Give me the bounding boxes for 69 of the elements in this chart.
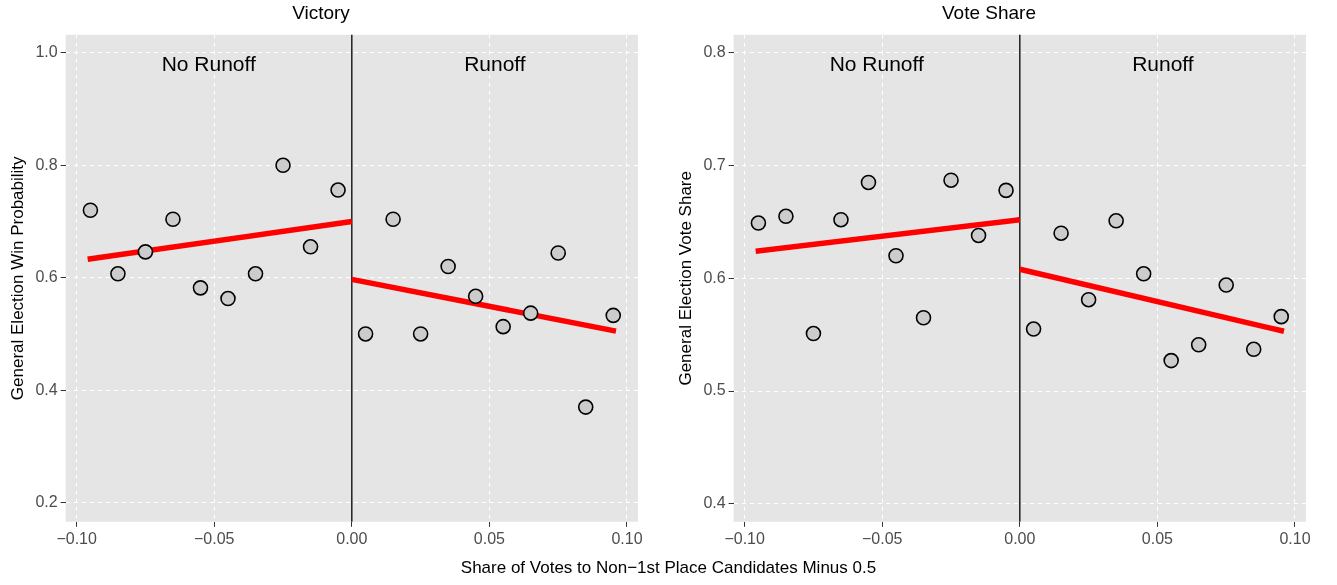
point [1190, 337, 1207, 353]
chart-title: Victory [292, 1, 351, 23]
x-axis-title: Share of Votes to Non−1st Place Candidates Minus 0.5 [459, 558, 878, 578]
point [302, 239, 319, 255]
point [385, 211, 401, 228]
point [357, 326, 374, 342]
point [192, 280, 209, 296]
point [970, 227, 987, 244]
point [550, 245, 566, 261]
point [1218, 277, 1234, 293]
point [778, 208, 794, 225]
x-tick-label: 0.10 [1279, 529, 1311, 547]
point [1108, 213, 1124, 229]
point [1245, 341, 1262, 358]
point [247, 266, 264, 282]
x-tick-label: 0.05 [473, 529, 506, 547]
y-tick-label: 0.6 [703, 268, 726, 286]
point [1135, 265, 1152, 282]
y-axis-title: General Election Vote Share [675, 171, 695, 386]
point [522, 305, 539, 321]
point [440, 258, 456, 275]
point [1025, 321, 1042, 337]
point [495, 318, 511, 335]
annotation: Runoff [1132, 51, 1194, 75]
point [165, 211, 181, 228]
y-tick-label: 0.7 [703, 155, 726, 173]
chart-title: Vote Share [941, 1, 1037, 23]
y-tick-label: 1.0 [35, 43, 58, 61]
point [860, 174, 877, 191]
y-tick-label: 0.4 [703, 494, 726, 512]
annotation: Runoff [464, 51, 526, 75]
point [1273, 308, 1290, 325]
y-tick-label: 0.6 [35, 268, 58, 286]
point [1053, 225, 1069, 242]
point [330, 182, 346, 198]
y-axis-title: General Election Win Probability [7, 155, 27, 401]
x-tick-label: −0.10 [56, 529, 97, 547]
point [577, 399, 594, 415]
y-tick-label: 0.4 [35, 380, 58, 398]
x-tick-label: 0.00 [1004, 529, 1036, 547]
point [998, 182, 1014, 199]
x-tick-label: 0.00 [336, 529, 368, 547]
point [833, 211, 849, 228]
y-tick-label: 0.8 [703, 43, 726, 61]
point [915, 309, 932, 326]
y-tick-label: 0.2 [35, 493, 58, 511]
y-tick-label: 0.5 [703, 381, 726, 399]
point [805, 325, 822, 342]
annotation: No Runoff [161, 51, 256, 75]
point [82, 202, 99, 219]
point [605, 307, 622, 324]
point [220, 290, 236, 307]
y-tick-label: 0.8 [35, 155, 58, 173]
point [275, 157, 291, 174]
point [137, 244, 154, 260]
point [412, 326, 429, 342]
point [1163, 352, 1179, 369]
x-tick-label: 0.10 [611, 529, 643, 547]
x-tick-label: −0.05 [861, 529, 903, 547]
point [888, 247, 904, 264]
x-tick-label: 0.05 [1141, 529, 1174, 547]
x-tick-label: −0.10 [724, 529, 765, 547]
annotation: No Runoff [829, 51, 924, 75]
point [467, 288, 484, 305]
point [110, 266, 126, 282]
point [943, 172, 959, 189]
x-tick-label: −0.05 [193, 529, 235, 547]
point [750, 215, 767, 231]
point [1080, 291, 1097, 308]
